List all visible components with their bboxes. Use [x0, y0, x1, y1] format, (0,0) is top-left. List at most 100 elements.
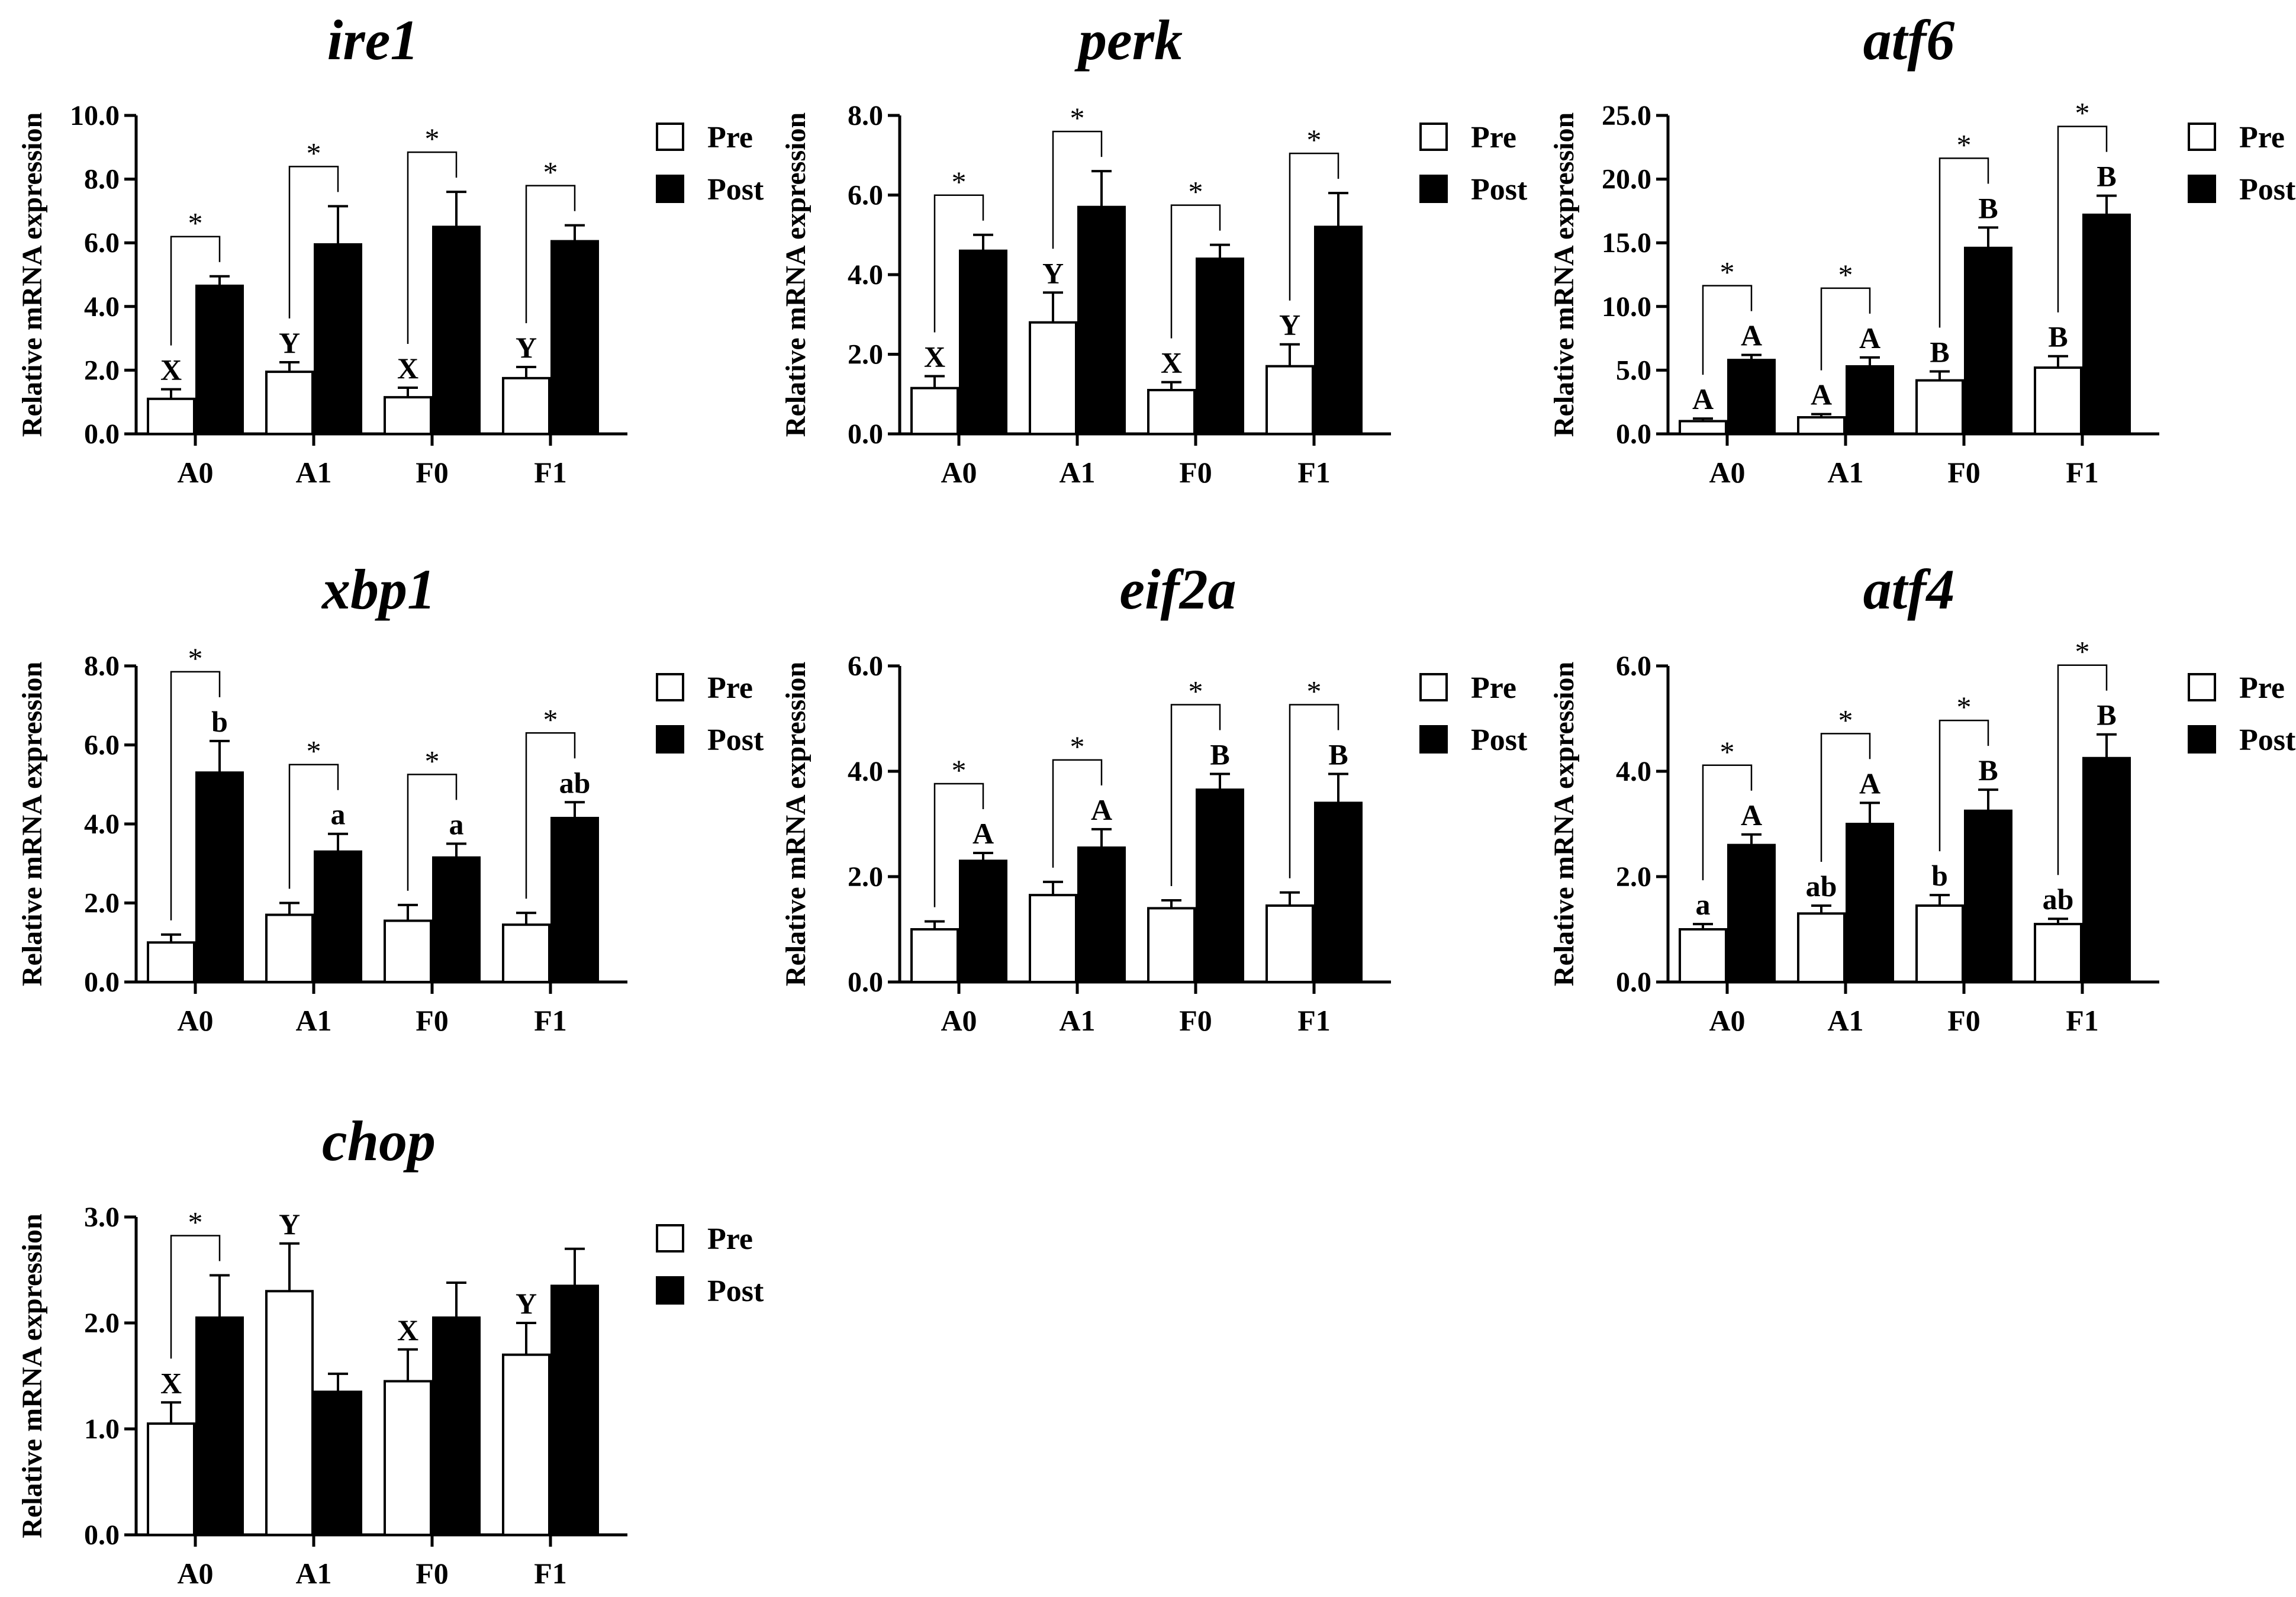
x-tick-label: F1 — [2066, 1004, 2099, 1037]
y-tick-label: 4.0 — [84, 291, 120, 323]
y-tick-label: 4.0 — [848, 259, 883, 291]
significance-letter: b — [1931, 859, 1948, 892]
pre-bar-A0 — [147, 1422, 195, 1537]
post-bar-F0 — [1964, 246, 2012, 435]
y-tick-label: 10.0 — [70, 100, 120, 131]
significance-letter: X — [397, 352, 418, 385]
significance-bracket — [1702, 764, 1753, 881]
legend-swatch-pre — [656, 673, 684, 701]
x-tick-label: F1 — [534, 1004, 567, 1037]
x-tick-label: A1 — [295, 1004, 331, 1037]
y-axis-label: Relative mRNA expression — [1548, 112, 1580, 437]
significance-letter: B — [1978, 191, 1998, 224]
chart-title: eif2a — [1119, 558, 1236, 621]
y-tick-label: 25.0 — [1602, 100, 1651, 131]
x-tick-label: A1 — [295, 456, 331, 489]
significance-letter: ab — [559, 766, 591, 799]
significance-letter: X — [924, 340, 945, 373]
significance-bracket — [1170, 704, 1221, 887]
significance-star: * — [425, 744, 440, 777]
significance-bracket — [288, 166, 339, 318]
y-tick-label: 6.0 — [84, 227, 120, 259]
significance-star: * — [188, 642, 203, 675]
legend-swatch-post — [656, 175, 684, 203]
x-tick-label: F0 — [1179, 1004, 1212, 1037]
y-tick-label: 8.0 — [848, 100, 883, 131]
significance-letter: Y — [1279, 308, 1300, 342]
legend-label-post: Post — [2239, 723, 2296, 757]
pre-bar-F1 — [502, 1353, 550, 1536]
y-tick-label: 6.0 — [1616, 651, 1651, 682]
legend-label-post: Post — [2239, 173, 2296, 207]
significance-star: * — [1189, 175, 1203, 208]
pre-bar-F1 — [2034, 366, 2082, 436]
significance-letter: A — [1692, 382, 1714, 416]
x-tick-label: F1 — [534, 1557, 567, 1590]
significance-bracket — [288, 764, 339, 889]
legend-swatch-pre — [656, 123, 684, 151]
x-tick-label: F0 — [416, 456, 449, 489]
significance-letter: X — [397, 1313, 418, 1347]
significance-bracket — [1938, 157, 1989, 328]
significance-star: * — [1720, 256, 1735, 289]
legend-label-pre: Pre — [1471, 121, 1516, 154]
post-bar-A0 — [1727, 843, 1776, 983]
y-tick-label: 20.0 — [1602, 164, 1651, 195]
chart-title: atf4 — [1863, 558, 1955, 621]
legend-swatch-post — [1419, 175, 1448, 203]
significance-star: * — [952, 165, 967, 198]
legend-swatch-pre — [656, 1224, 684, 1253]
legend-label-pre: Pre — [707, 121, 753, 154]
x-tick-label: A0 — [941, 456, 977, 489]
significance-bracket — [2057, 125, 2108, 313]
pre-bar-F1 — [502, 376, 550, 435]
legend-label-pre: Pre — [707, 1222, 753, 1256]
significance-letter: Y — [279, 326, 300, 359]
pre-bar-F0 — [1147, 389, 1196, 436]
significance-letter: B — [2097, 698, 2116, 732]
chart-title: chop — [322, 1109, 436, 1173]
post-bar-F1 — [550, 816, 599, 984]
x-tick-label: A1 — [1827, 1004, 1863, 1037]
x-tick-label: A1 — [1059, 456, 1095, 489]
pre-bar-A1 — [1029, 321, 1077, 436]
pre-bar-F0 — [1147, 907, 1196, 984]
legend-label-pre: Pre — [707, 671, 753, 705]
significance-letter: Y — [1042, 256, 1064, 289]
x-tick-label: A0 — [1709, 456, 1745, 489]
significance-letter: B — [2048, 320, 2068, 353]
pre-bar-F0 — [1915, 379, 1964, 436]
y-tick-label: 5.0 — [1616, 355, 1651, 386]
significance-letter: B — [1978, 754, 1998, 787]
significance-star: * — [1070, 101, 1085, 134]
legend-label-pre: Pre — [1471, 671, 1516, 705]
y-tick-label: 10.0 — [1602, 291, 1651, 323]
post-bar-A0 — [959, 859, 1007, 984]
significance-bracket — [1289, 152, 1339, 301]
post-bar-A1 — [314, 1390, 362, 1537]
legend-label-pre: Pre — [2239, 671, 2285, 705]
significance-star: * — [1307, 674, 1322, 707]
significance-bracket — [525, 732, 576, 899]
significance-star: * — [188, 207, 203, 240]
significance-letter: A — [1859, 321, 1880, 355]
significance-bracket — [1052, 759, 1103, 868]
y-tick-label: 4.0 — [848, 756, 883, 787]
y-tick-label: 2.0 — [84, 355, 120, 386]
significance-bracket — [1170, 204, 1221, 339]
significance-bracket — [1289, 704, 1339, 878]
legend-swatch-pre — [1419, 123, 1448, 151]
post-bar-F0 — [1964, 809, 2012, 983]
significance-letter: ab — [1806, 870, 1837, 903]
significance-star: * — [1838, 258, 1853, 291]
y-tick-label: 8.0 — [84, 651, 120, 682]
y-tick-label: 0.0 — [1616, 967, 1651, 998]
significance-letter: Y — [279, 1208, 300, 1241]
pre-bar-A1 — [1029, 894, 1077, 984]
y-tick-label: 6.0 — [848, 180, 883, 211]
pre-bar-A1 — [265, 1290, 314, 1537]
significance-letter: b — [211, 705, 228, 738]
chart-title: xbp1 — [321, 558, 436, 621]
significance-star: * — [1189, 674, 1203, 707]
y-tick-label: 0.0 — [848, 967, 883, 998]
